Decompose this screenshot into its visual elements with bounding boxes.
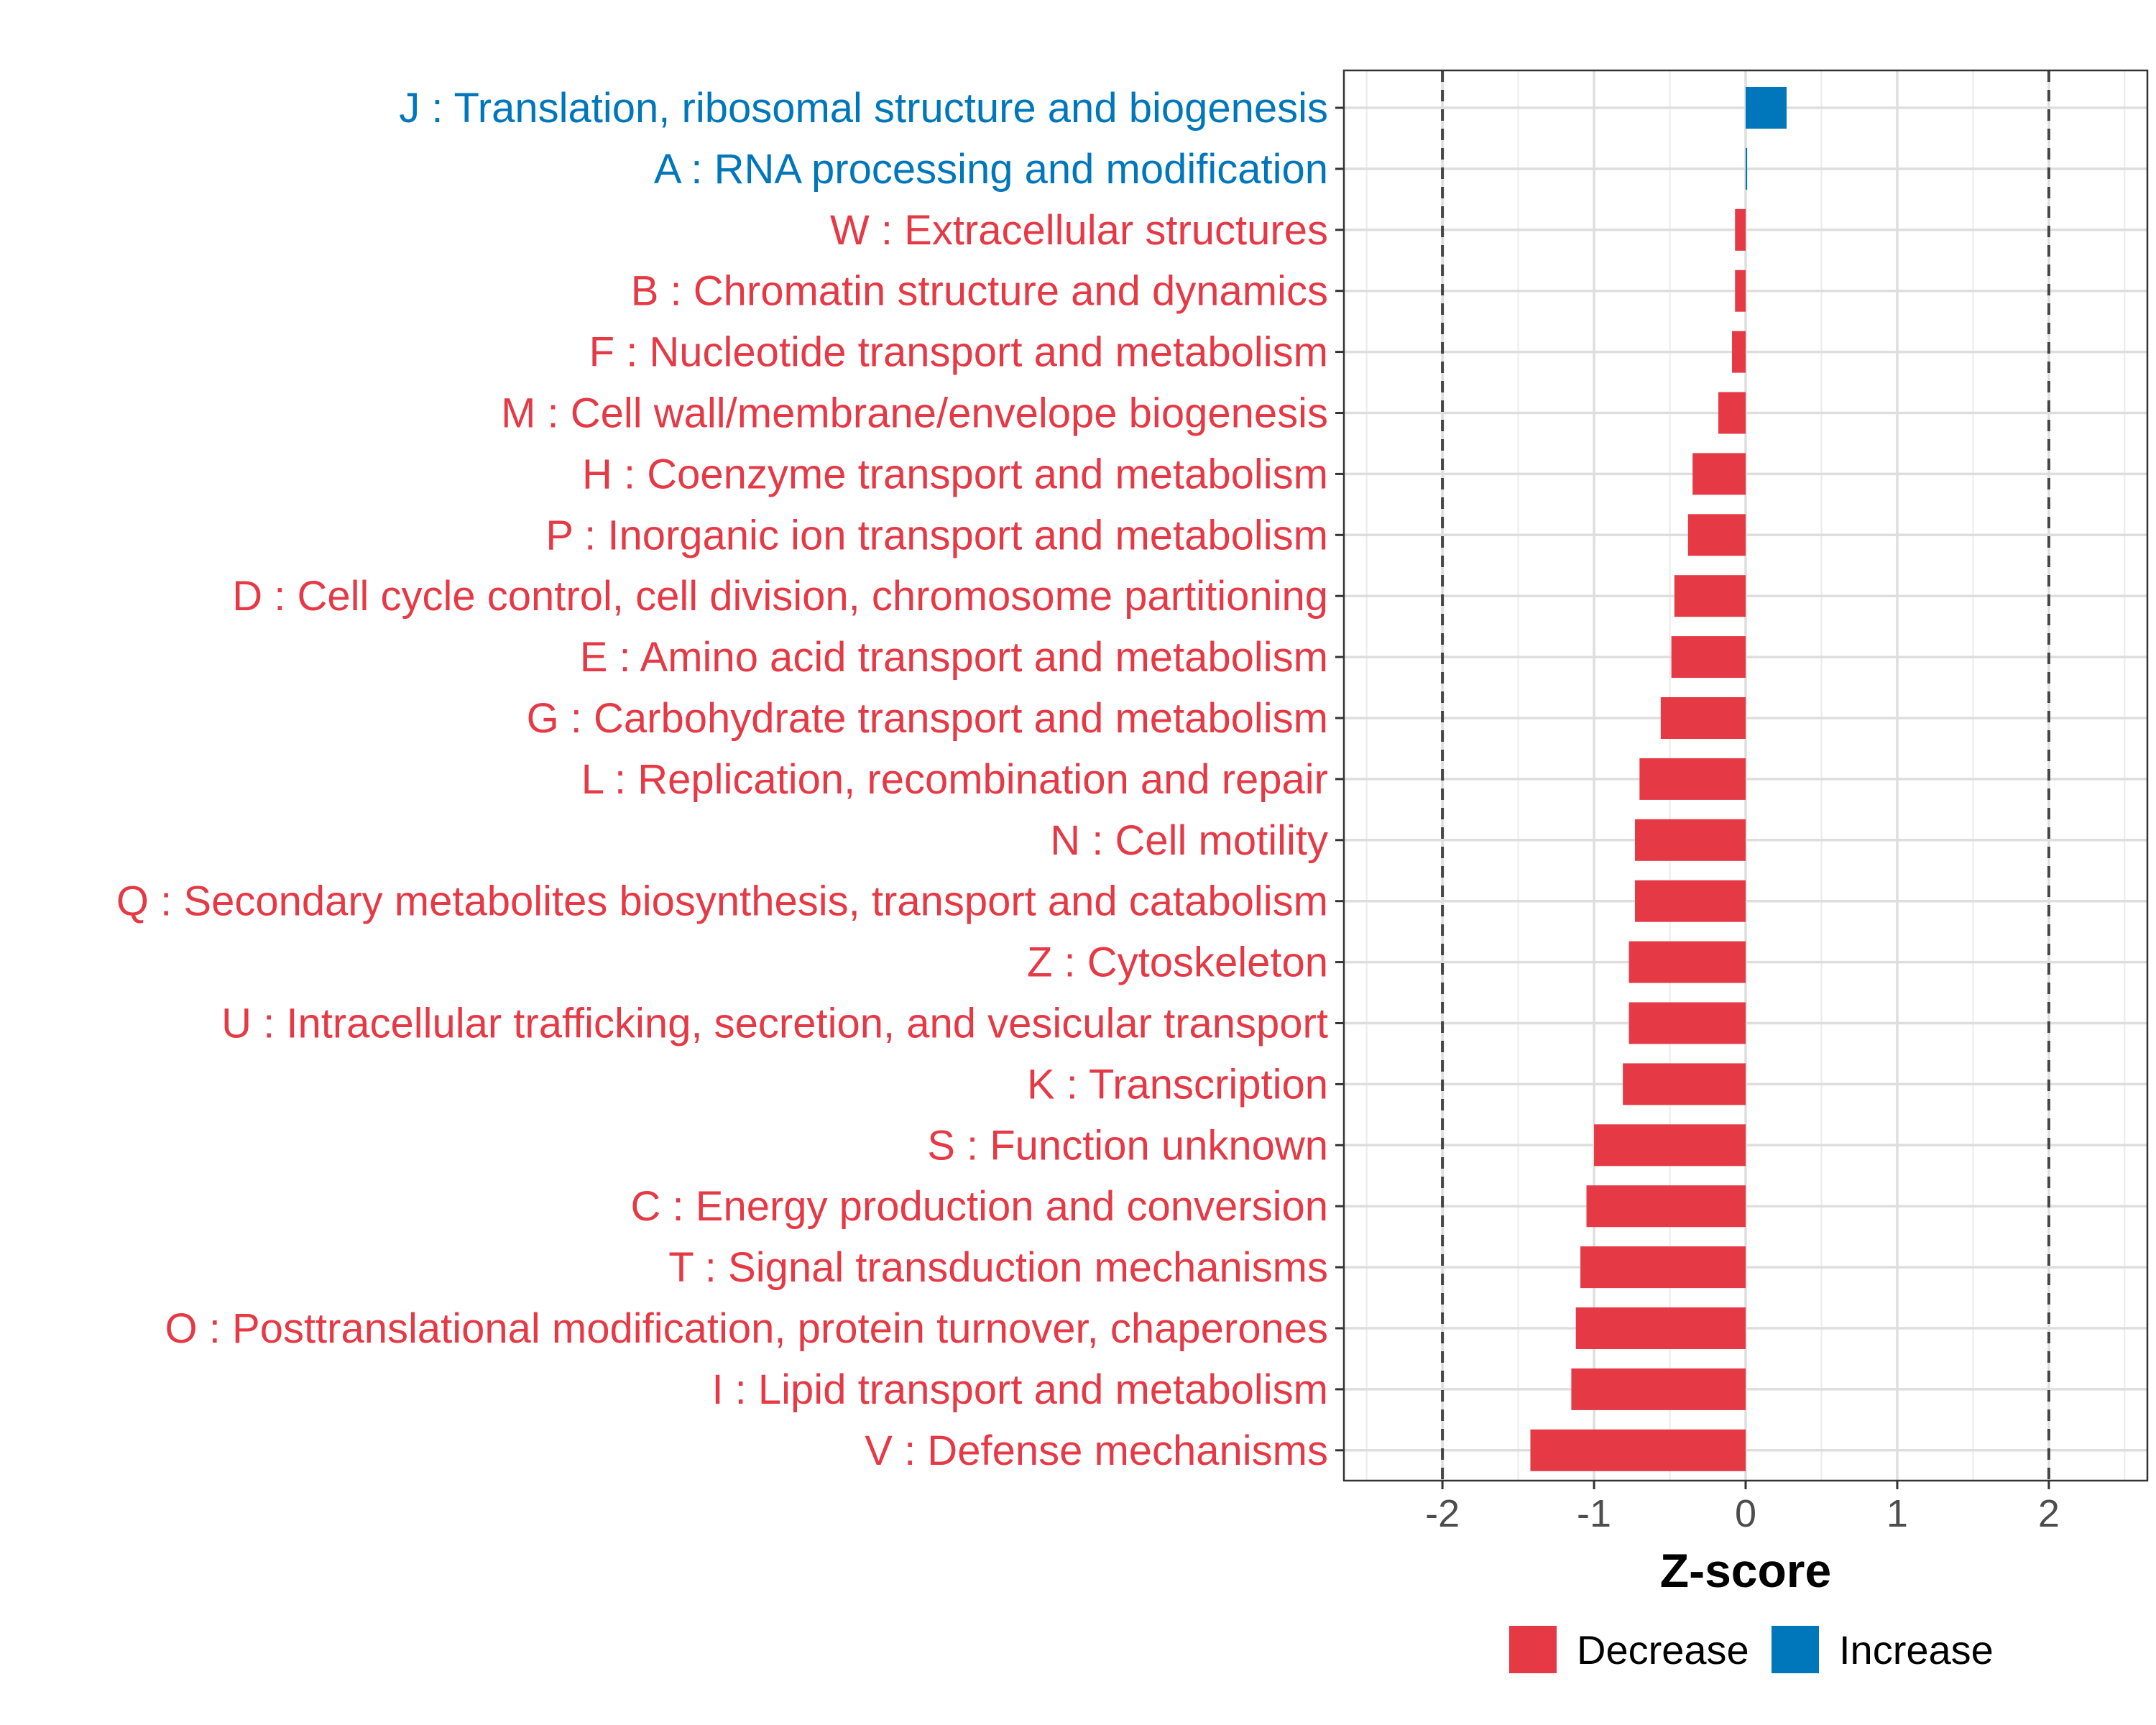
category-label: N : Cell motility (1050, 817, 1328, 864)
category-label: Z : Cytoskeleton (1027, 939, 1328, 986)
bar (1735, 270, 1746, 312)
bar (1623, 1063, 1746, 1105)
bar (1746, 87, 1787, 129)
category-label: M : Cell wall/membrane/envelope biogenes… (501, 390, 1328, 437)
category-label: I : Lipid transport and metabolism (711, 1366, 1328, 1413)
x-tick-label: -2 (1425, 1492, 1460, 1535)
bar (1580, 1246, 1746, 1289)
bar (1746, 147, 1748, 190)
bar (1571, 1368, 1746, 1410)
bar (1674, 575, 1746, 617)
category-label-layer: J : Translation, ribosomal structure and… (116, 85, 1328, 1474)
category-label: S : Function unknown (927, 1122, 1328, 1169)
category-label: P : Inorganic ion transport and metaboli… (545, 512, 1328, 558)
bar (1575, 1307, 1746, 1349)
category-label: E : Amino acid transport and metabolism (580, 634, 1328, 681)
category-label: F : Nucleotide transport and metabolism (589, 329, 1328, 376)
bar (1718, 392, 1746, 434)
x-tick-label: 0 (1735, 1492, 1756, 1535)
category-label: C : Energy production and conversion (631, 1183, 1328, 1230)
x-tick-label: 1 (1886, 1492, 1908, 1535)
bar (1628, 941, 1746, 983)
bar (1660, 697, 1746, 739)
legend: Decrease Increase (1509, 1626, 1994, 1673)
category-label: L : Replication, recombination and repai… (581, 756, 1328, 803)
legend-label-decrease: Decrease (1577, 1627, 1749, 1673)
bar (1692, 453, 1746, 495)
bar-layer (1530, 87, 1787, 1471)
category-label: O : Posttranslational modification, prot… (165, 1305, 1328, 1352)
category-label: T : Signal transduction mechanisms (668, 1244, 1328, 1291)
bar (1687, 514, 1746, 556)
bar (1735, 208, 1746, 251)
category-label: H : Coenzyme transport and metabolism (582, 451, 1328, 497)
category-label: D : Cell cycle control, cell division, c… (232, 573, 1328, 620)
y-tick-layer (1335, 106, 1344, 1452)
category-label: V : Defense mechanisms (865, 1427, 1328, 1474)
x-tick-label: -1 (1577, 1492, 1611, 1535)
bar (1530, 1429, 1746, 1471)
category-label: A : RNA processing and modification (654, 146, 1328, 193)
bar (1732, 331, 1746, 373)
bar (1628, 1002, 1746, 1044)
bar (1635, 880, 1746, 922)
legend-key-increase (1772, 1626, 1819, 1673)
bar (1594, 1124, 1746, 1167)
legend-key-decrease (1509, 1626, 1557, 1673)
x-tick-layer: -2 -1 0 1 2 (1425, 1481, 2060, 1535)
x-tick-label: 2 (2038, 1492, 2060, 1535)
bar (1671, 636, 1746, 678)
bar (1639, 758, 1746, 800)
category-label: W : Extracellular structures (830, 207, 1328, 254)
category-label: K : Transcription (1027, 1061, 1328, 1108)
category-label: J : Translation, ribosomal structure and… (399, 85, 1328, 132)
reference-line-layer (1441, 70, 2050, 1481)
x-axis-title: Z-score (1660, 1544, 1831, 1597)
bar (1635, 819, 1746, 861)
category-label: Q : Secondary metabolites biosynthesis, … (116, 878, 1328, 925)
category-label: U : Intracellular trafficking, secretion… (221, 1000, 1328, 1047)
legend-label-increase: Increase (1839, 1627, 1994, 1673)
bar (1586, 1185, 1746, 1228)
category-label: B : Chromatin structure and dynamics (631, 268, 1328, 315)
category-label: G : Carbohydrate transport and metabolis… (527, 695, 1328, 742)
